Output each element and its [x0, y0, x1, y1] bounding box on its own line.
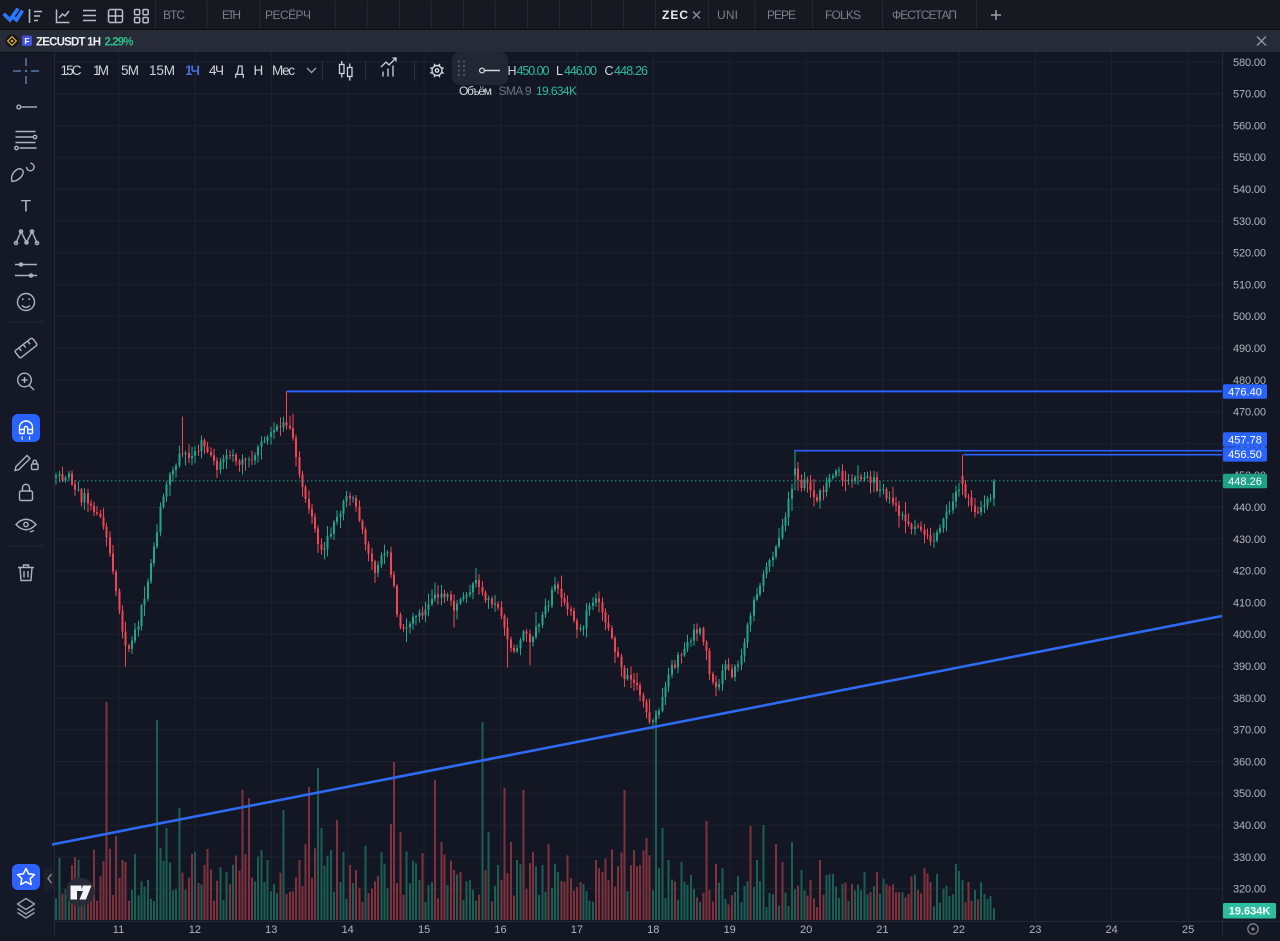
svg-text:Мес: Мес: [272, 63, 295, 78]
svg-text:510.00: 510.00: [1233, 279, 1266, 291]
svg-text:24: 24: [1106, 924, 1118, 936]
svg-text:16: 16: [494, 924, 506, 936]
svg-text:25: 25: [1182, 924, 1194, 936]
svg-text:550.00: 550.00: [1233, 152, 1266, 164]
svg-text:350.00: 350.00: [1233, 788, 1266, 800]
svg-text:21: 21: [876, 924, 888, 936]
svg-text:C: C: [605, 64, 614, 78]
svg-text:400.00: 400.00: [1233, 629, 1266, 641]
svg-text:390.00: 390.00: [1233, 661, 1266, 673]
svg-text:490.00: 490.00: [1233, 343, 1266, 355]
svg-text:500.00: 500.00: [1233, 311, 1266, 323]
svg-text:530.00: 530.00: [1233, 216, 1266, 228]
svg-text:410.00: 410.00: [1233, 597, 1266, 609]
svg-text:456.50: 456.50: [1228, 449, 1262, 461]
svg-text:23: 23: [1029, 924, 1041, 936]
svg-text:15С: 15С: [61, 63, 82, 78]
svg-text:330.00: 330.00: [1233, 852, 1266, 864]
svg-text:580.00: 580.00: [1233, 57, 1266, 69]
svg-text:11: 11: [113, 924, 124, 936]
svg-text:360.00: 360.00: [1233, 756, 1266, 768]
svg-text:370.00: 370.00: [1233, 725, 1266, 737]
svg-text:22: 22: [953, 924, 965, 936]
svg-text:570.00: 570.00: [1233, 89, 1266, 101]
svg-text:UNI: UNI: [717, 8, 738, 22]
svg-text:448.26: 448.26: [1228, 476, 1262, 488]
svg-text:L: L: [556, 64, 563, 78]
svg-text:PEPE: PEPE: [767, 8, 796, 22]
svg-text:SMA 9: SMA 9: [499, 84, 532, 98]
svg-text:440.00: 440.00: [1233, 502, 1266, 514]
svg-text:T: T: [21, 197, 31, 216]
svg-text:470.00: 470.00: [1233, 407, 1266, 419]
svg-text:340.00: 340.00: [1233, 820, 1266, 832]
svg-text:446.00: 446.00: [564, 64, 597, 78]
svg-text:450.00: 450.00: [517, 64, 550, 78]
svg-text:12: 12: [189, 924, 201, 936]
svg-text:ETH: ETH: [222, 8, 241, 22]
svg-text:BTC: BTC: [163, 8, 185, 22]
svg-text:19.634K: 19.634K: [1229, 906, 1271, 918]
svg-text:1Ч: 1Ч: [185, 63, 200, 78]
svg-text:19: 19: [724, 924, 736, 936]
svg-text:380.00: 380.00: [1233, 693, 1266, 705]
svg-text:560.00: 560.00: [1233, 120, 1266, 132]
svg-text:1М: 1М: [93, 63, 109, 78]
svg-text:15М: 15М: [149, 63, 175, 78]
svg-text:Н: Н: [254, 63, 264, 78]
svg-text:F: F: [24, 36, 29, 46]
svg-text:457.78: 457.78: [1228, 434, 1262, 446]
svg-text:13: 13: [265, 924, 277, 936]
svg-text:2.29%: 2.29%: [105, 37, 134, 49]
svg-text:20: 20: [800, 924, 812, 936]
svg-text:480.00: 480.00: [1233, 375, 1266, 387]
svg-text:17: 17: [571, 924, 583, 936]
svg-text:476.40: 476.40: [1228, 386, 1262, 398]
svg-text:14: 14: [342, 924, 354, 936]
svg-text:ZECUSDT 1H: ZECUSDT 1H: [36, 37, 101, 49]
svg-text:320.00: 320.00: [1233, 884, 1266, 896]
svg-text:540.00: 540.00: [1233, 184, 1266, 196]
svg-text:РЕСЁРЧ: РЕСЁРЧ: [265, 8, 311, 22]
svg-text:18: 18: [647, 924, 659, 936]
svg-text:ZEC: ZEC: [662, 8, 688, 22]
svg-text:Объём: Объём: [459, 84, 492, 98]
svg-text:448.26: 448.26: [614, 64, 648, 78]
svg-text:H: H: [508, 64, 517, 78]
svg-text:430.00: 430.00: [1233, 534, 1266, 546]
svg-text:FOLKS: FOLKS: [825, 8, 861, 22]
svg-text:420.00: 420.00: [1233, 566, 1266, 578]
svg-text:ФЕСТСЕТАП: ФЕСТСЕТАП: [892, 8, 957, 22]
svg-text:15: 15: [418, 924, 430, 936]
svg-text:520.00: 520.00: [1233, 248, 1266, 260]
svg-text:4Ч: 4Ч: [209, 63, 224, 78]
svg-text:5М: 5М: [121, 63, 139, 78]
svg-text:19.634K: 19.634K: [536, 84, 577, 98]
svg-text:Д: Д: [235, 63, 244, 78]
